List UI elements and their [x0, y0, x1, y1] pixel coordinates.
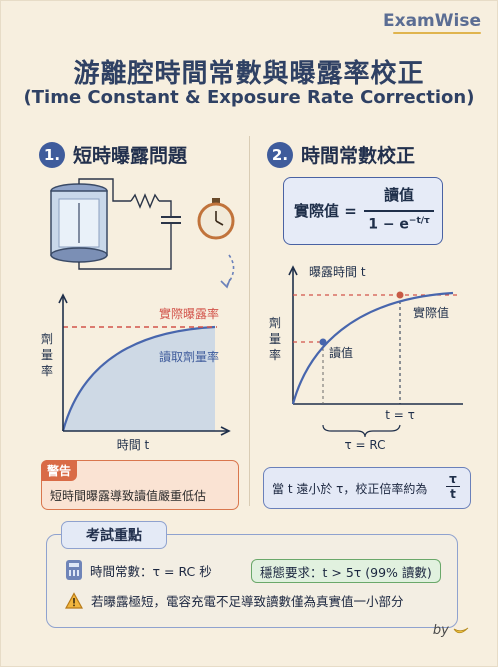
exam-time-constant: 時間常數：τ = RC 秒 [66, 560, 212, 580]
true-rate-label: 實際曝露率 [159, 306, 219, 321]
rate-graph: 實際曝露率 讀取劑量率 時間 t 劑 量 率 [41, 293, 231, 452]
reading-curve [61, 325, 216, 432]
svg-text:率: 率 [269, 347, 281, 362]
actual-point [396, 291, 404, 299]
svg-text:量: 量 [41, 348, 53, 362]
graph2-actual-label: 實際值 [413, 305, 449, 320]
correction-formula: 實際值 = 讀值 1 − e−t/τ [283, 177, 443, 245]
flow-arrow [226, 254, 235, 286]
note-frac-num: τ [449, 472, 457, 486]
graph2-top-label: 曝露時間 t [309, 265, 366, 279]
graph2-reading-label: 讀值 [329, 345, 353, 360]
approximation-note: 當 t 遠小於 τ，校正倍率約為 τ t [263, 467, 471, 509]
formula-lhs: 實際值 = [294, 202, 357, 220]
page-subtitle: (Time Constant & Exposure Rate Correctio… [23, 87, 475, 108]
brand-underline [393, 32, 481, 34]
circuit-illustration [50, 178, 235, 289]
charging-curve [291, 291, 454, 405]
svg-text:劑: 劑 [269, 315, 281, 330]
formula-numerator: 讀值 [383, 186, 414, 204]
calculator-icon [66, 560, 82, 580]
graph1-y-label: 劑 量 率 [41, 331, 53, 378]
ion-chamber-icon [50, 183, 108, 263]
note-frac-den: t [450, 487, 456, 502]
reading-rate-label: 讀取劑量率 [159, 349, 219, 364]
section2-header: 2. 時間常數校正 [267, 141, 415, 168]
note-frac-bar [446, 486, 460, 488]
stopwatch-icon [197, 198, 235, 240]
warning-text: 短時間曝露導致讀值嚴重低估 [50, 489, 207, 503]
formula-fraction-bar [364, 210, 434, 212]
tau-brace [322, 424, 401, 438]
svg-text:率: 率 [41, 363, 53, 378]
section2-title: 時間常數校正 [301, 145, 416, 167]
graph2-x-tick: t = τ [385, 408, 415, 422]
svg-text:劑: 劑 [41, 331, 53, 346]
graph2-tau-label: τ = RC [344, 438, 385, 452]
note-text: 當 t 遠小於 τ，校正倍率約為 [272, 482, 428, 496]
steady-state-tag: 穩態要求：t > 5τ (99% 讀數) [251, 559, 441, 583]
correction-graph: 曝露時間 t 實際值 讀值 t = τ τ = RC 劑 量 率 [269, 265, 463, 452]
formula-exponent: −t/τ [408, 216, 430, 226]
footer-by-text: by [432, 623, 449, 638]
section1-title: 短時曝露問題 [73, 145, 188, 167]
exam-heading: 考試重點 [61, 521, 167, 549]
flow-arrow-head [220, 278, 231, 289]
section2-number: 2. [267, 141, 293, 168]
column-divider [249, 136, 250, 506]
warning-tag: 警告 [41, 460, 78, 481]
graph2-y-label: 劑 量 率 [269, 315, 281, 362]
exam-warning: 若曝露極短，電容充電不足導致讀數僅為真實值一小部分 [65, 591, 404, 610]
exam-warning-text: 若曝露極短，電容充電不足導致讀數僅為真實值一小部分 [91, 594, 404, 609]
banana-icon [453, 627, 469, 633]
section1-number: 1. [39, 141, 65, 168]
brand-logo: ExamWise [383, 11, 481, 31]
footer-byline: by [433, 623, 469, 638]
warning-box: 警告 短時間曝露導致讀值嚴重低估 [41, 460, 239, 510]
svg-text:量: 量 [269, 332, 281, 346]
reading-point [319, 338, 327, 346]
warning-triangle-icon [65, 591, 83, 609]
formula-denominator: 1 − e−t/τ [368, 216, 430, 233]
graph1-x-label: 時間 t [117, 438, 150, 452]
page-title: 游離腔時間常數與曝露率校正 [73, 59, 425, 89]
exam-time-constant-text: 時間常數：τ = RC 秒 [90, 563, 212, 579]
note-fraction: τ t [446, 472, 460, 501]
section1-header: 1. 短時曝露問題 [39, 141, 187, 168]
